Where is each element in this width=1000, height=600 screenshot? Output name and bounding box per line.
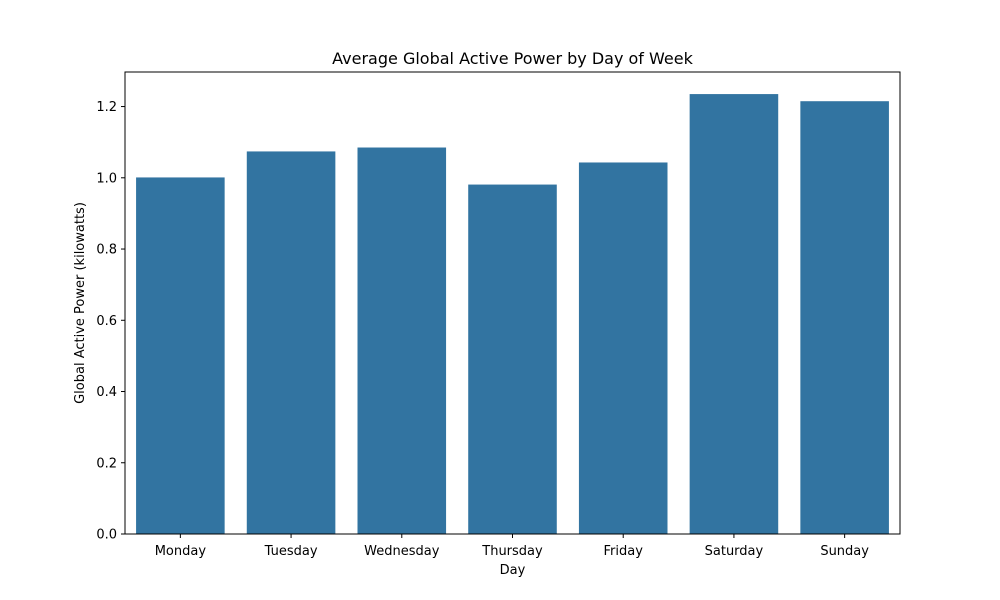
bar-saturday xyxy=(689,94,779,534)
bars-group xyxy=(136,94,889,535)
x-tick-label-tuesday: Tuesday xyxy=(264,544,318,559)
y-tick-label-5: 1.0 xyxy=(96,171,117,186)
y-axis-label: Global Active Power (kilowatts) xyxy=(73,202,88,404)
y-tick-label-4: 0.8 xyxy=(96,243,117,258)
bar-wednesday xyxy=(357,147,447,534)
y-tick-label-2: 0.4 xyxy=(96,385,117,400)
y-tick-label-0: 0.0 xyxy=(96,528,117,543)
x-tick-label-monday: Monday xyxy=(155,544,207,559)
y-axis: 0.0 0.2 0.4 0.6 0.8 1.0 1.2 xyxy=(96,100,125,543)
bar-friday xyxy=(578,162,668,534)
bar-thursday xyxy=(468,184,557,535)
x-axis: Monday Tuesday Wednesday Thursday Friday Satu… xyxy=(155,534,869,559)
x-tick-label-sunday: Sunday xyxy=(820,544,869,559)
x-tick-label-thursday: Thursday xyxy=(481,544,543,559)
x-axis-label: Day xyxy=(500,563,526,578)
x-tick-label-saturday: Saturday xyxy=(705,544,764,559)
y-tick-label-3: 0.6 xyxy=(96,314,117,329)
x-tick-label-friday: Friday xyxy=(604,544,644,559)
bar-monday xyxy=(136,177,225,534)
plot-frame xyxy=(124,71,901,535)
y-tick-label-6: 1.2 xyxy=(96,100,117,115)
bar-sunday xyxy=(800,101,889,534)
chart-title: Average Global Active Power by Day of We… xyxy=(332,49,693,68)
x-tick-label-wednesday: Wednesday xyxy=(364,544,440,559)
y-tick-label-1: 0.2 xyxy=(96,456,117,471)
bar-tuesday xyxy=(246,151,336,534)
